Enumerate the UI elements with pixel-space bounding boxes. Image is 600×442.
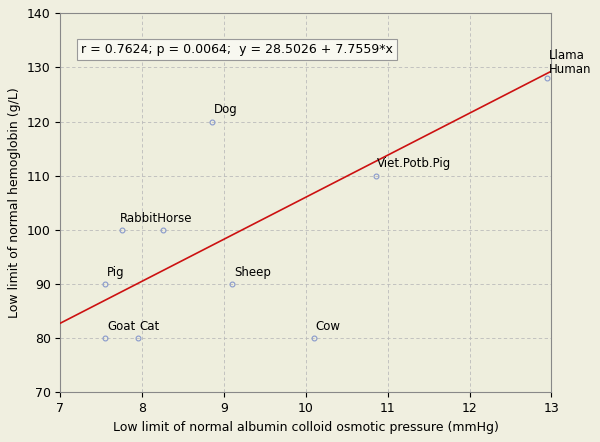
Text: Sheep: Sheep	[234, 266, 271, 278]
X-axis label: Low limit of normal albumin colloid osmotic pressure (mmHg): Low limit of normal albumin colloid osmo…	[113, 421, 499, 434]
Text: r = 0.7624; p = 0.0064;  y = 28.5026 + 7.7559*x: r = 0.7624; p = 0.0064; y = 28.5026 + 7.…	[81, 43, 393, 56]
Text: Cat: Cat	[140, 320, 160, 333]
Y-axis label: Low limit of normal hemoglobin (g/L): Low limit of normal hemoglobin (g/L)	[8, 88, 22, 318]
Text: Llama: Llama	[549, 49, 585, 62]
Text: Cow: Cow	[316, 320, 341, 333]
Text: RabbitHorse: RabbitHorse	[119, 212, 192, 225]
Text: Human: Human	[549, 63, 592, 76]
Text: Pig: Pig	[107, 266, 125, 278]
Text: Dog: Dog	[214, 103, 237, 116]
Text: Viet.Potb.Pig: Viet.Potb.Pig	[377, 157, 451, 170]
Text: Goat: Goat	[107, 320, 136, 333]
